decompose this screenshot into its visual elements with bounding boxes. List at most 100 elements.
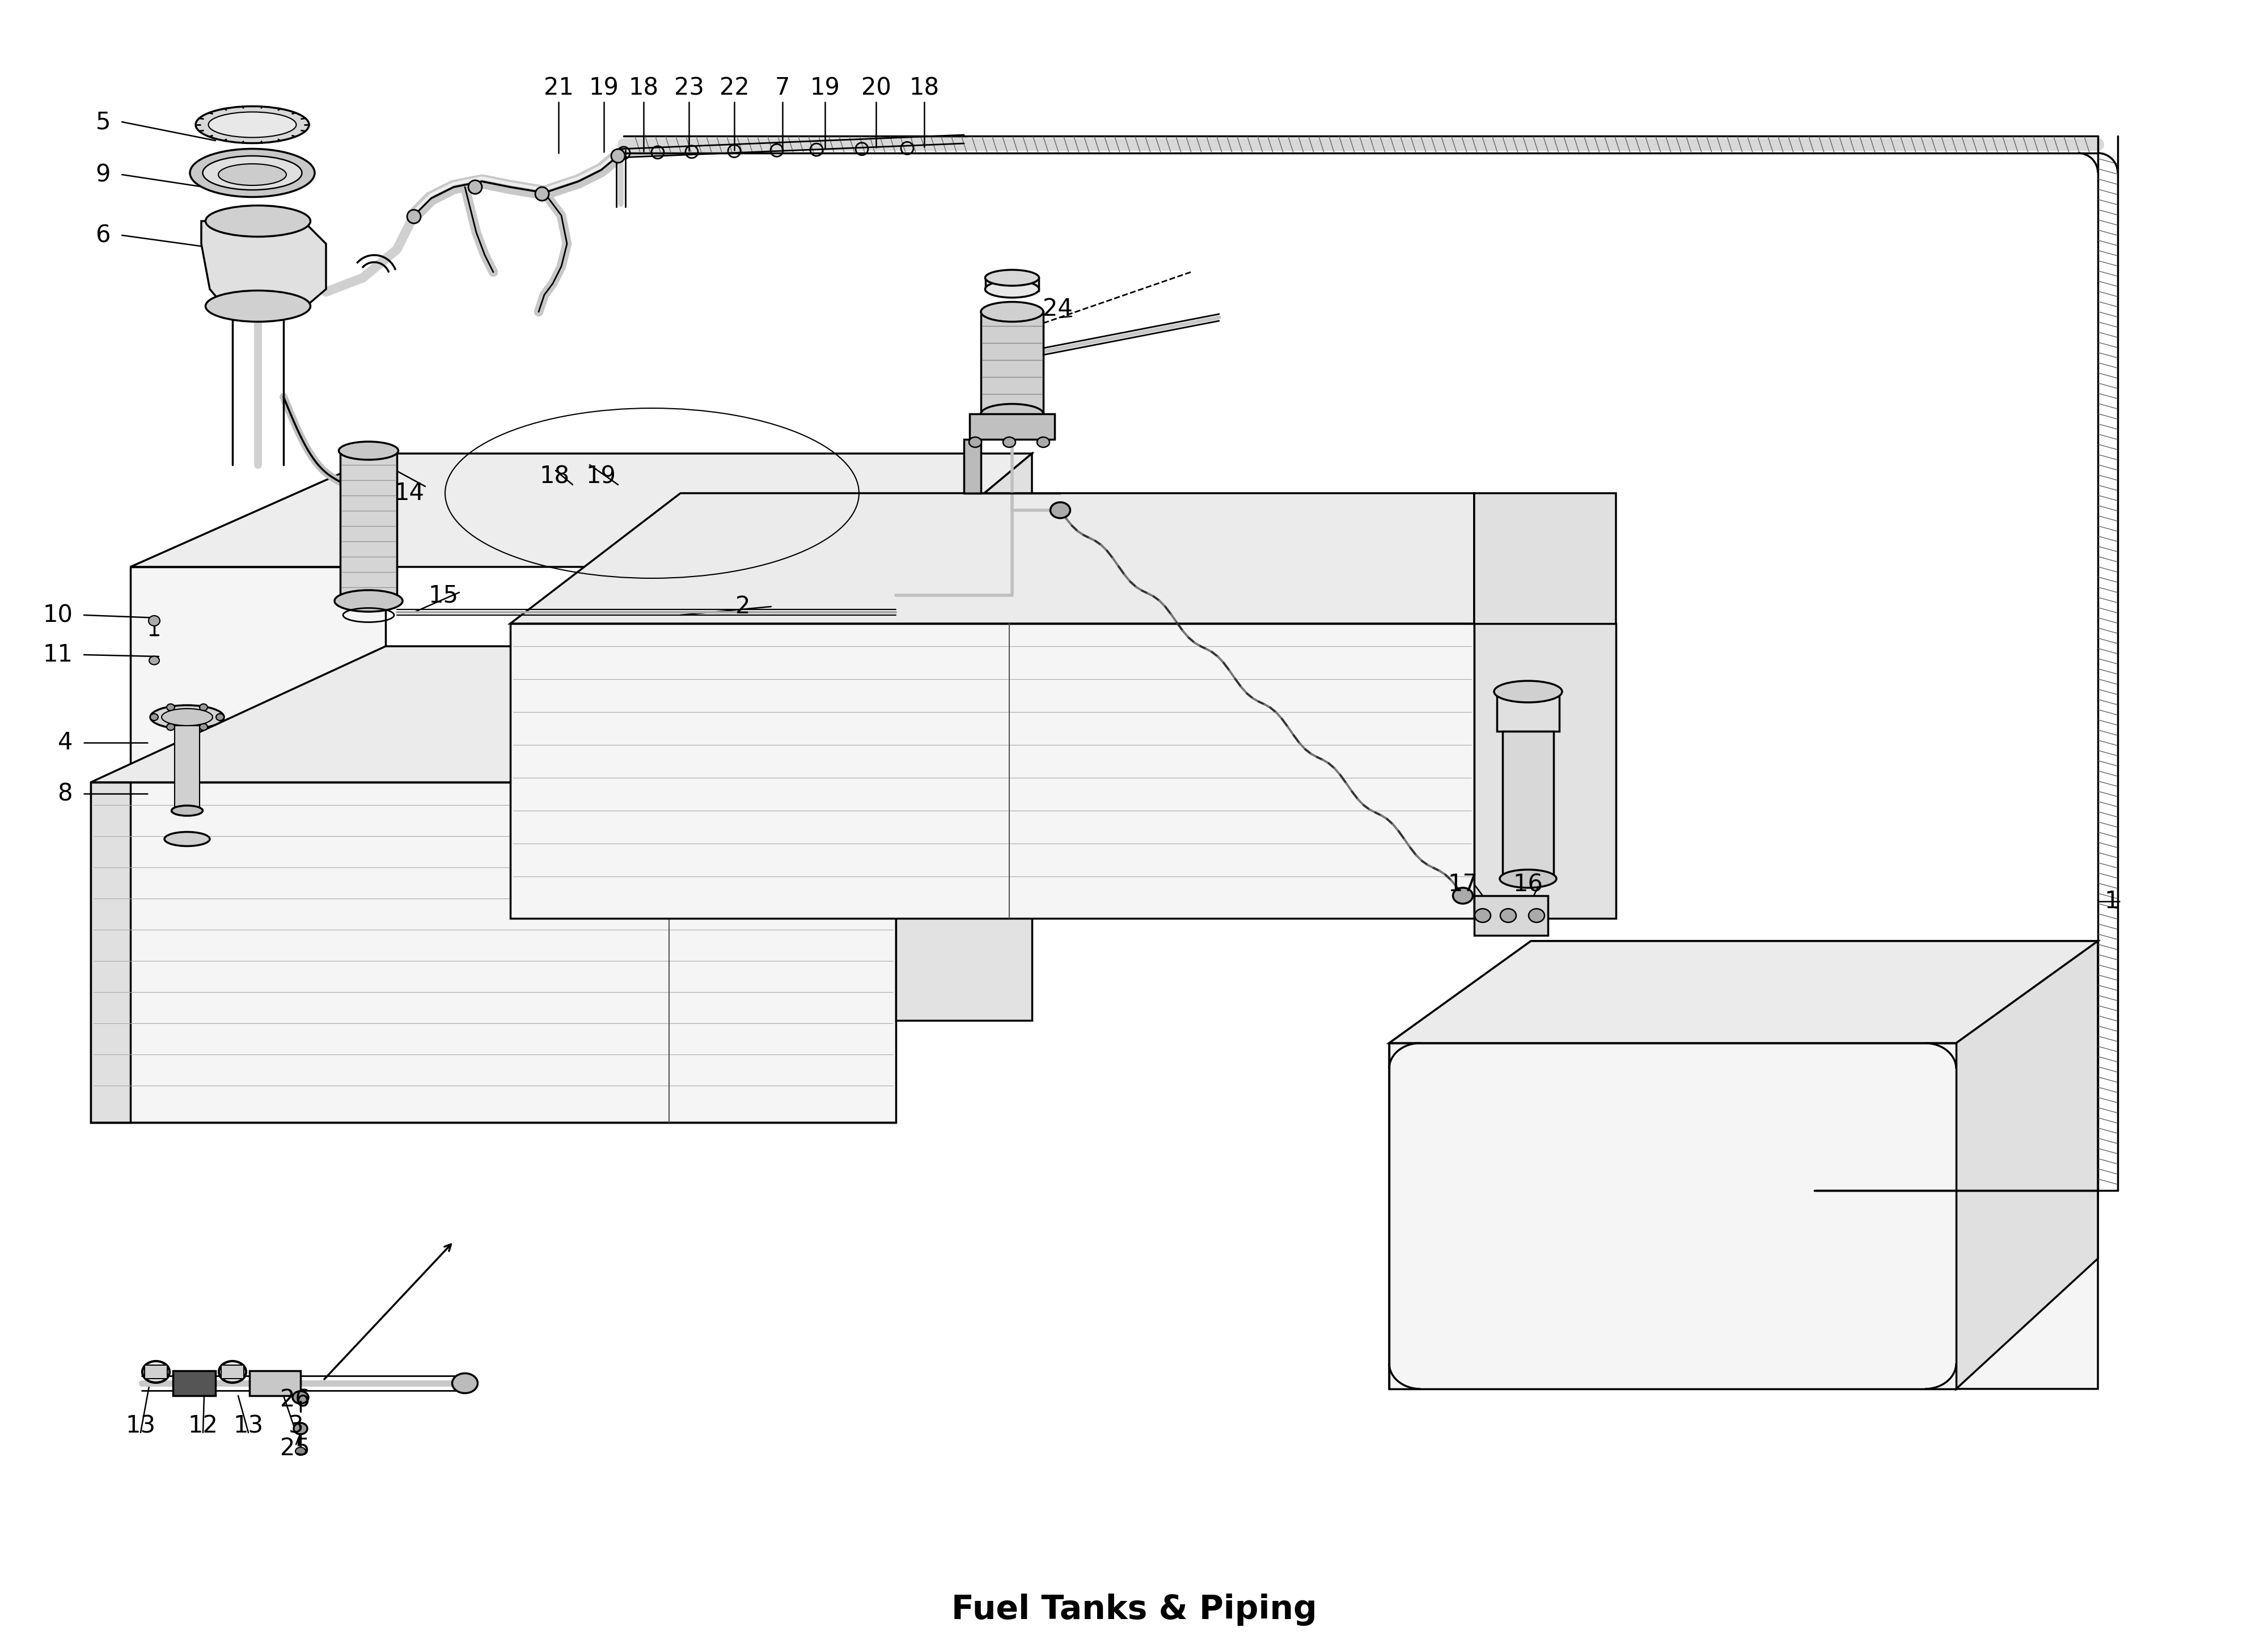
Text: 18: 18 [540, 464, 569, 488]
Ellipse shape [408, 210, 422, 224]
Text: 26: 26 [279, 1388, 311, 1412]
Text: 19: 19 [810, 76, 839, 100]
Ellipse shape [980, 404, 1043, 424]
Polygon shape [1497, 692, 1560, 732]
Polygon shape [132, 567, 386, 783]
Ellipse shape [295, 1424, 308, 1434]
Ellipse shape [1495, 681, 1563, 702]
Ellipse shape [1002, 437, 1016, 447]
Ellipse shape [1474, 909, 1490, 922]
Ellipse shape [1050, 503, 1070, 518]
Text: 10: 10 [43, 603, 73, 626]
Text: 5: 5 [95, 110, 111, 133]
Ellipse shape [218, 164, 286, 186]
Polygon shape [132, 454, 1032, 567]
Ellipse shape [215, 713, 225, 720]
Polygon shape [202, 220, 327, 306]
Polygon shape [896, 646, 1032, 1021]
Text: 3: 3 [288, 1414, 304, 1437]
Text: 24: 24 [1043, 298, 1073, 321]
Polygon shape [172, 1371, 215, 1396]
Polygon shape [222, 1365, 245, 1379]
Text: 12: 12 [188, 1414, 218, 1437]
Ellipse shape [195, 107, 308, 143]
Ellipse shape [1529, 909, 1545, 922]
Text: 19: 19 [585, 464, 617, 488]
Polygon shape [510, 623, 1474, 919]
Text: 1: 1 [2105, 889, 2121, 914]
Ellipse shape [451, 1373, 479, 1392]
Ellipse shape [150, 615, 159, 626]
Text: 16: 16 [1513, 873, 1542, 896]
Text: 20: 20 [862, 76, 891, 100]
Ellipse shape [168, 704, 175, 710]
Polygon shape [175, 725, 200, 810]
Polygon shape [896, 454, 1032, 646]
Ellipse shape [980, 302, 1043, 322]
Text: 22: 22 [719, 76, 748, 100]
Polygon shape [340, 450, 397, 602]
Ellipse shape [163, 832, 209, 847]
Text: 19: 19 [590, 76, 619, 100]
Text: 11: 11 [43, 643, 73, 667]
Polygon shape [91, 783, 896, 1123]
Ellipse shape [150, 705, 225, 728]
Ellipse shape [984, 281, 1039, 298]
Ellipse shape [202, 156, 302, 191]
Polygon shape [249, 1371, 299, 1396]
Polygon shape [971, 414, 1055, 439]
Polygon shape [1388, 940, 2098, 1389]
Text: 14: 14 [395, 482, 424, 505]
Text: 21: 21 [544, 76, 574, 100]
Ellipse shape [968, 437, 982, 447]
Text: 18: 18 [909, 76, 939, 100]
Text: 15: 15 [429, 584, 458, 607]
Ellipse shape [206, 205, 311, 237]
Polygon shape [1388, 1042, 1955, 1389]
Ellipse shape [984, 270, 1039, 286]
Polygon shape [1501, 732, 1554, 878]
Polygon shape [1474, 896, 1547, 935]
Text: 25: 25 [279, 1437, 311, 1460]
Text: 23: 23 [674, 76, 703, 100]
Ellipse shape [535, 187, 549, 201]
Text: 4: 4 [57, 730, 73, 755]
Polygon shape [91, 783, 132, 1123]
Polygon shape [984, 278, 1039, 291]
Ellipse shape [1501, 909, 1515, 922]
Text: 13: 13 [234, 1414, 263, 1437]
Polygon shape [964, 439, 980, 493]
Text: 2: 2 [735, 595, 751, 618]
Ellipse shape [150, 713, 159, 720]
Polygon shape [1955, 940, 2098, 1389]
Text: 9: 9 [95, 163, 111, 186]
Text: 7: 7 [776, 76, 789, 100]
Text: 18: 18 [628, 76, 658, 100]
Text: 8: 8 [57, 783, 73, 806]
Ellipse shape [295, 1447, 306, 1455]
Ellipse shape [172, 806, 202, 815]
Ellipse shape [1036, 437, 1050, 447]
Polygon shape [91, 646, 1032, 783]
Polygon shape [145, 1365, 168, 1379]
Ellipse shape [191, 150, 315, 197]
Ellipse shape [469, 181, 481, 194]
Text: 17: 17 [1447, 873, 1479, 896]
Text: Fuel Tanks & Piping: Fuel Tanks & Piping [950, 1593, 1318, 1626]
Ellipse shape [1499, 870, 1556, 888]
Text: 13: 13 [125, 1414, 156, 1437]
Ellipse shape [200, 704, 209, 710]
Polygon shape [980, 312, 1043, 414]
Polygon shape [510, 493, 1474, 623]
Ellipse shape [161, 709, 213, 725]
Ellipse shape [293, 1391, 308, 1404]
Ellipse shape [1454, 888, 1472, 904]
Text: 6: 6 [95, 224, 111, 247]
Ellipse shape [150, 656, 159, 664]
Ellipse shape [336, 590, 404, 612]
Ellipse shape [206, 291, 311, 322]
Ellipse shape [168, 723, 175, 730]
Polygon shape [1388, 940, 2098, 1042]
Ellipse shape [612, 150, 626, 163]
Polygon shape [1474, 493, 1615, 776]
